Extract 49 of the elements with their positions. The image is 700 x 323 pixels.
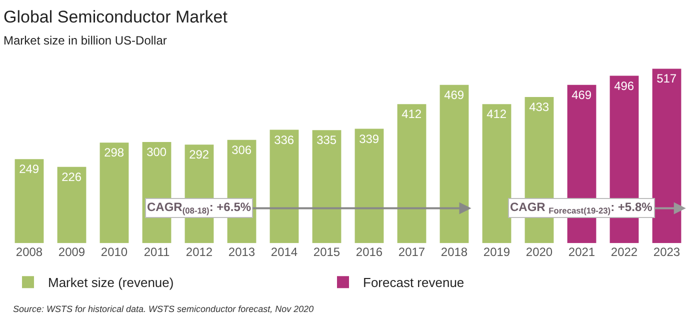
bar (652, 68, 682, 244)
data-label: 336 (274, 132, 294, 147)
bar (14, 159, 44, 244)
source-note: Source: WSTS for historical data. WSTS semiconductor forecast, Nov 2020 (13, 304, 314, 314)
data-label: 226 (62, 170, 82, 184)
bar (482, 104, 512, 244)
x-tick-label: 2012 (186, 245, 213, 260)
data-label: 292 (189, 148, 210, 162)
bar (270, 130, 299, 244)
x-tick-label: 2015 (313, 245, 340, 260)
x-tick-label: 2014 (270, 245, 298, 260)
x-tick-label: 2017 (398, 245, 426, 260)
legend-label: Market size (revenue) (48, 275, 174, 290)
x-tick-label: 2016 (356, 245, 383, 260)
data-label: 496 (614, 78, 634, 93)
x-tick-label: 2008 (16, 245, 43, 260)
chart-subtitle: Market size in billion US-Dollar (4, 34, 167, 48)
bar (57, 166, 86, 244)
data-label: 339 (359, 132, 380, 146)
x-tick-label: 2020 (526, 245, 553, 260)
x-tick-label: 2022 (610, 245, 638, 260)
x-tick-label: 2018 (440, 245, 468, 260)
data-label: 335 (316, 133, 337, 148)
x-tick-label: 2009 (58, 245, 86, 260)
data-label: 306 (232, 142, 252, 157)
data-label: 249 (19, 162, 40, 176)
bar (354, 128, 384, 244)
data-label: 517 (656, 72, 677, 86)
x-tick-label: 2013 (228, 245, 256, 260)
data-label: 469 (572, 88, 592, 102)
data-label: 412 (486, 107, 507, 122)
bar (312, 130, 342, 244)
data-label: 300 (146, 144, 167, 159)
data-label: 469 (444, 88, 464, 102)
annotation: CAGR $_{Forecast(19-23)}$: +5.8% (510, 200, 653, 216)
data-label: 433 (529, 100, 550, 114)
bar (397, 104, 426, 244)
bar (100, 142, 129, 244)
x-tick-label: 2011 (144, 245, 170, 260)
annotation: CAGR$_{(08-18)}$: +6.5% (147, 200, 252, 216)
x-tick-label: 2010 (100, 245, 128, 260)
bar (440, 84, 469, 244)
chart-title: Global Semiconductor Market (4, 8, 228, 27)
legend-label: Forecast revenue (363, 275, 464, 290)
data-label: 412 (402, 107, 422, 122)
x-tick-label: 2021 (568, 245, 596, 260)
data-label: 298 (104, 146, 124, 160)
x-tick-label: 2023 (653, 245, 680, 260)
x-tick-label: 2019 (483, 245, 510, 260)
